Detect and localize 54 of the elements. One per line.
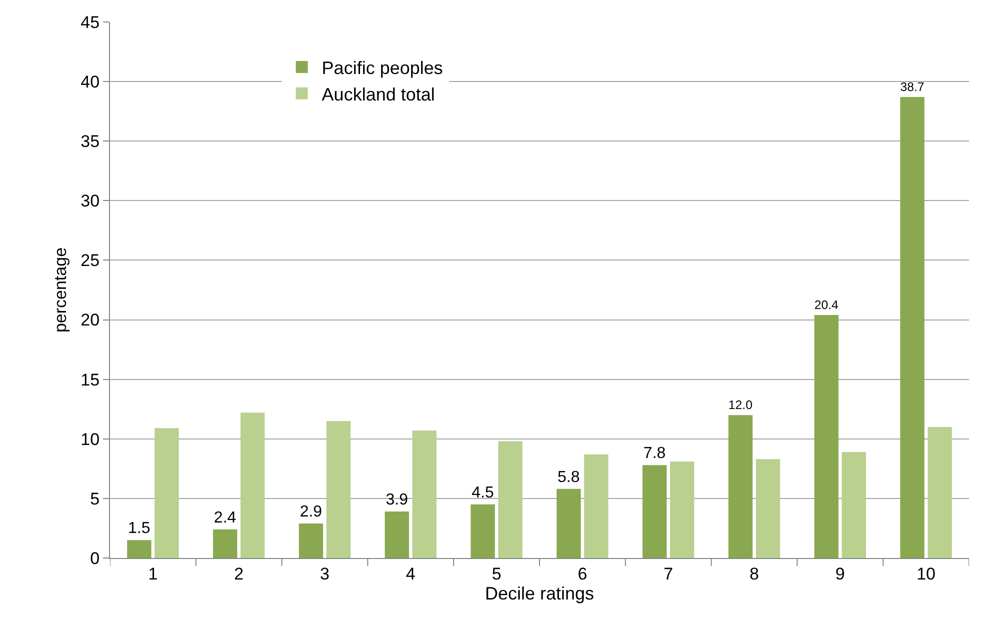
data-label: 5.8 xyxy=(558,468,580,486)
data-label: 4.5 xyxy=(472,484,494,502)
data-label: 3.9 xyxy=(386,492,408,509)
x-tick-label: 1 xyxy=(148,564,158,584)
bar xyxy=(326,421,351,558)
bar xyxy=(814,315,838,558)
bar xyxy=(584,454,608,558)
bar xyxy=(154,428,179,558)
y-tick-label: 25 xyxy=(80,251,100,270)
bar xyxy=(298,523,324,558)
x-tick-label: 3 xyxy=(320,564,330,584)
bar xyxy=(127,540,152,558)
x-tick-label: 7 xyxy=(664,564,674,584)
data-label: 20.4 xyxy=(814,298,839,312)
bar xyxy=(498,441,522,558)
x-tick-label: 2 xyxy=(234,564,244,584)
bar xyxy=(642,465,667,558)
data-label: 7.8 xyxy=(643,445,666,462)
y-tick-label: 45 xyxy=(80,12,100,32)
bar xyxy=(240,412,265,558)
data-label: 2.9 xyxy=(300,503,322,520)
y-tick-label: 40 xyxy=(80,72,100,92)
y-axis-title: percentage xyxy=(51,247,70,333)
y-tick-label: 35 xyxy=(80,132,100,152)
x-tick-label: 8 xyxy=(750,564,759,584)
bar xyxy=(670,462,694,558)
y-tick-label: 5 xyxy=(90,489,100,508)
x-tick-label: 9 xyxy=(835,564,845,584)
data-label: 38.7 xyxy=(900,80,924,94)
bar xyxy=(900,97,924,558)
y-tick-label: 20 xyxy=(80,310,100,330)
x-tick-label: 5 xyxy=(492,564,502,584)
legend-label: Pacific peoples xyxy=(322,58,443,78)
bar xyxy=(728,415,753,558)
bar xyxy=(412,430,436,558)
y-tick-label: 0 xyxy=(90,548,100,568)
x-tick-label: 10 xyxy=(916,564,936,584)
x-tick-label: 6 xyxy=(578,564,588,584)
data-label: 2.4 xyxy=(214,509,236,526)
y-tick-label: 30 xyxy=(80,192,100,211)
data-label: 1.5 xyxy=(128,520,150,538)
bar xyxy=(756,459,780,558)
bar xyxy=(384,512,409,558)
y-tick-label: 15 xyxy=(80,370,100,390)
legend-label: Auckland total xyxy=(322,84,435,104)
bar xyxy=(213,529,238,558)
bar xyxy=(842,452,866,558)
x-axis-title: Decile ratings xyxy=(484,584,594,604)
bar xyxy=(928,426,952,558)
bar xyxy=(470,504,495,558)
data-label: 12.0 xyxy=(728,398,753,412)
y-tick-label: 10 xyxy=(80,430,100,449)
x-tick-label: 4 xyxy=(406,564,416,584)
bar xyxy=(556,488,581,558)
